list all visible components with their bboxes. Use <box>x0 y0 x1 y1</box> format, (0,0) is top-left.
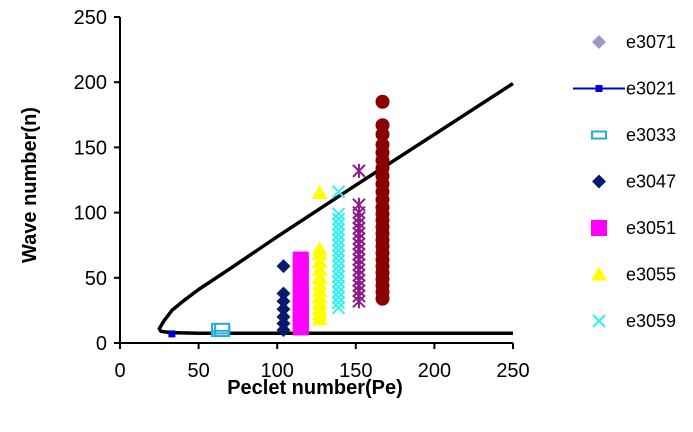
legend-label: e3071 <box>626 32 676 52</box>
data-point <box>214 322 231 332</box>
axes-layer <box>119 17 513 344</box>
series-e3059 <box>331 185 346 315</box>
legend: e3071 e3021 e3033 e3047 e3051 e3055 e3059 <box>573 32 676 331</box>
series-e3051 <box>292 251 309 336</box>
data-point <box>331 207 346 221</box>
legend-marker <box>592 314 606 328</box>
data-point <box>352 197 366 212</box>
x-tick-label: 200 <box>418 360 451 382</box>
series-e3033 <box>211 322 231 338</box>
legend-item-e3051: e3051 <box>591 218 676 238</box>
data-point <box>352 163 366 178</box>
legend-item-e3059: e3059 <box>592 311 676 331</box>
y-tick-label: 150 <box>74 137 107 159</box>
data-point <box>311 269 328 284</box>
data-point <box>331 264 346 278</box>
data-point <box>331 248 346 263</box>
legend-label: e3033 <box>626 125 676 145</box>
series-e3021 <box>168 330 176 338</box>
data-point <box>331 238 346 252</box>
data-point <box>331 254 346 268</box>
data-point <box>331 275 346 289</box>
series-series-7 <box>352 163 366 309</box>
data-point <box>331 233 346 247</box>
legend-marker <box>595 85 603 92</box>
legend-item-e3047: e3047 <box>592 172 676 192</box>
data-point <box>375 118 390 133</box>
data-point <box>276 294 291 309</box>
legend-marker <box>591 220 607 236</box>
y-tick-label: 250 <box>74 7 107 29</box>
legend-label: e3055 <box>626 265 676 285</box>
legend-label: e3051 <box>626 218 676 238</box>
y-tick-label: 100 <box>74 203 107 225</box>
data-point <box>375 137 390 152</box>
legend-marker <box>591 130 607 140</box>
series-series-8 <box>375 94 390 306</box>
data-point <box>331 259 346 273</box>
data-point <box>331 269 346 284</box>
data-point <box>168 330 176 338</box>
data-point <box>331 212 346 226</box>
data-point <box>311 261 328 276</box>
data-point <box>331 280 346 294</box>
x-axis-title: Peclet number(Pe) <box>227 377 403 399</box>
data-point <box>331 285 346 299</box>
y-tick-label: 50 <box>85 268 107 290</box>
legend-label: e3047 <box>626 172 676 192</box>
points-layer <box>168 94 390 338</box>
data-point <box>276 286 291 301</box>
data-point <box>331 222 346 237</box>
data-point <box>331 295 346 310</box>
data-point <box>276 309 291 324</box>
data-point <box>331 228 346 242</box>
legend-item-e3021: e3021 <box>573 79 676 99</box>
x-tick-label: 150 <box>339 360 372 382</box>
x-tick-label: 50 <box>187 360 209 382</box>
legend-label: e3059 <box>626 311 676 331</box>
data-point <box>292 251 309 268</box>
legend-item-e3055: e3055 <box>591 265 676 285</box>
y-axis-title: Wave number(n) <box>19 107 41 263</box>
legend-label: e3021 <box>626 79 676 99</box>
x-tick-label: 100 <box>261 360 294 382</box>
legend-marker <box>591 266 607 281</box>
legend-marker <box>592 174 606 189</box>
series-e3055 <box>311 185 328 326</box>
y-tick-label: 0 <box>96 333 107 355</box>
data-point <box>311 185 328 200</box>
series-e3047 <box>276 259 291 337</box>
data-point <box>311 241 328 256</box>
legend-item-e3033: e3033 <box>591 125 676 145</box>
data-point <box>331 301 346 315</box>
x-tick-label: 0 <box>114 360 125 382</box>
data-point <box>276 259 291 274</box>
data-point <box>331 217 346 232</box>
data-point <box>276 302 291 317</box>
data-point <box>375 94 390 109</box>
data-point <box>331 243 346 258</box>
legend-item-e3071: e3071 <box>592 32 676 52</box>
y-tick-label: 200 <box>74 72 107 94</box>
data-point <box>331 290 346 305</box>
x-tick-label: 250 <box>496 360 529 382</box>
legend-marker <box>592 35 606 49</box>
data-point <box>311 254 328 269</box>
ticks-layer: 0 50 100 150 200 250 0 50 100 150 200 250 <box>74 7 530 382</box>
data-point <box>331 185 346 199</box>
